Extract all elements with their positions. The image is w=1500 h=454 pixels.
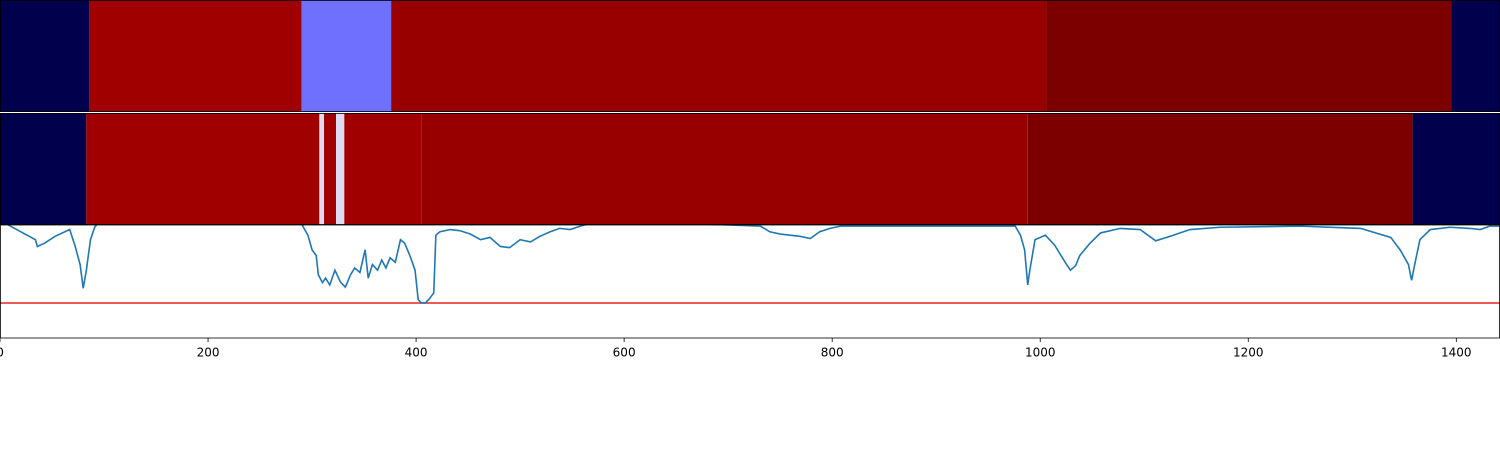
segment (0, 0, 90, 112)
segment (86, 113, 320, 225)
x-tick-label: 0 (0, 346, 4, 360)
x-tick-label: 600 (613, 346, 636, 360)
x-tick-label: 400 (405, 346, 428, 360)
segment (301, 0, 392, 112)
x-tick-label: 1000 (1025, 346, 1056, 360)
segment (421, 113, 1028, 225)
segment (1451, 0, 1500, 112)
segment (391, 0, 1047, 112)
plot-frame (0, 224, 1500, 339)
segment (1027, 113, 1413, 225)
segment (319, 113, 325, 225)
data-line (6, 225, 1500, 304)
segment (335, 113, 345, 225)
x-tick-label: 1400 (1441, 346, 1472, 360)
segment (89, 0, 302, 112)
segment (344, 113, 422, 225)
x-tick-label: 200 (197, 346, 220, 360)
segment (0, 113, 87, 225)
segment (324, 113, 336, 225)
x-tick-label: 800 (821, 346, 844, 360)
segment (1412, 113, 1500, 225)
x-tick-label: 1200 (1233, 346, 1264, 360)
segment (1046, 0, 1452, 112)
